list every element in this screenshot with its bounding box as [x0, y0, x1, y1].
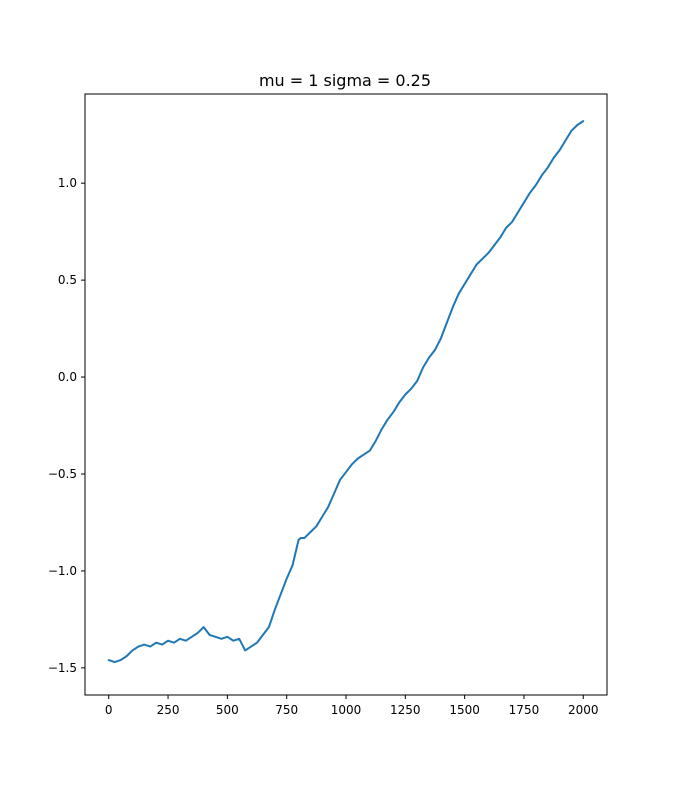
y-tick-label: −1.0 — [48, 564, 77, 578]
y-axis: −1.5 −1.0 −0.5 0.0 0.5 1.0 — [48, 176, 85, 675]
y-tick-label: 1.0 — [58, 176, 77, 190]
x-tick-label: 500 — [216, 703, 239, 717]
y-tick-label: 0.0 — [58, 370, 77, 384]
chart-title: mu = 1 sigma = 0.25 — [259, 71, 431, 90]
x-tick-label: 0 — [105, 703, 113, 717]
series-line-0 — [107, 120, 585, 664]
x-tick-label: 2000 — [568, 703, 599, 717]
x-tick-label: 1000 — [331, 703, 362, 717]
plot-area — [107, 120, 585, 664]
x-tick-label: 1250 — [390, 703, 421, 717]
x-tick-label: 250 — [157, 703, 180, 717]
x-tick-label: 1500 — [449, 703, 480, 717]
y-tick-label: −1.5 — [48, 661, 77, 675]
x-tick-label: 1750 — [509, 703, 540, 717]
plot-frame — [84, 93, 608, 696]
x-tick-label: 750 — [275, 703, 298, 717]
y-tick-label: 0.5 — [58, 273, 77, 287]
x-axis: 0 250 500 750 1000 1250 1500 1750 2000 — [105, 695, 599, 717]
y-tick-label: −0.5 — [48, 467, 77, 481]
